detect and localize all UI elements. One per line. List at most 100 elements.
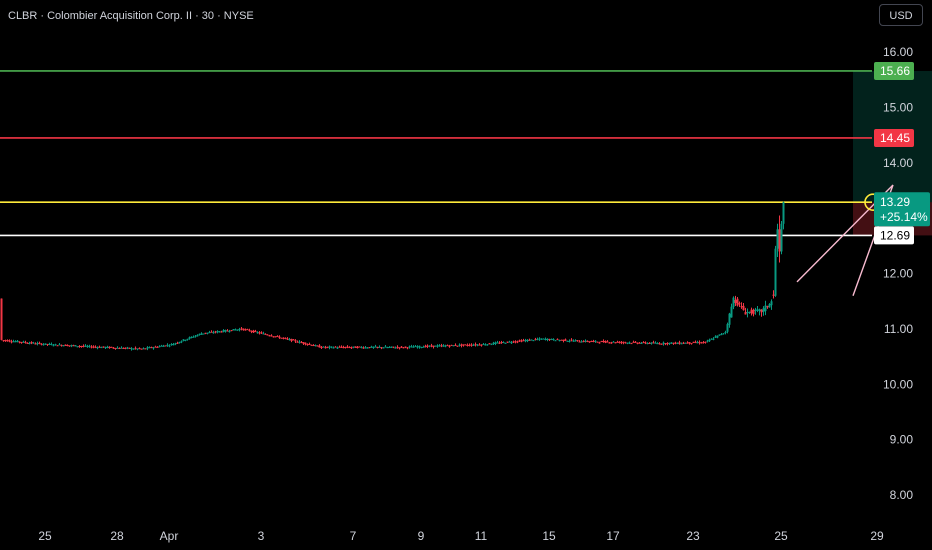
candle-body (694, 341, 697, 343)
candle (360, 346, 363, 349)
candle (238, 327, 241, 332)
candle-body (496, 342, 499, 344)
candle-body (572, 340, 575, 342)
candle-body (170, 344, 173, 346)
candle-body (760, 309, 763, 313)
candle (316, 345, 319, 347)
candle-body (40, 343, 43, 345)
candle-body (566, 340, 569, 342)
candle (258, 331, 261, 335)
candle (728, 312, 731, 328)
candle-body (644, 342, 647, 344)
candle-body (0, 298, 3, 340)
candle-body (108, 346, 111, 349)
candle-body (588, 341, 591, 343)
candle (484, 343, 487, 346)
candle-body (752, 310, 755, 315)
candle-body (714, 336, 717, 338)
candle-body (176, 342, 179, 344)
candle (346, 345, 349, 349)
candle-body (414, 346, 417, 348)
candle-body (386, 347, 389, 349)
candle (630, 342, 633, 345)
candle (210, 330, 213, 333)
candle-body (696, 342, 699, 344)
candle-body (676, 343, 679, 345)
x-tick-label: 3 (258, 529, 265, 543)
y-tick-label: 16.00 (883, 45, 913, 59)
candle-body (630, 343, 633, 345)
candle (620, 340, 623, 345)
candle-body (620, 342, 623, 344)
time-axis[interactable]: 2528Apr379111517232529Ma (38, 529, 932, 543)
candle (6, 339, 9, 342)
candle (542, 338, 545, 340)
candle-body (52, 345, 55, 347)
candle (454, 343, 457, 347)
candle (388, 346, 391, 348)
candle-body (160, 345, 163, 347)
candle-body (158, 346, 161, 348)
candle (570, 338, 573, 342)
candle (636, 342, 639, 345)
candle (176, 341, 179, 345)
last-price-label: 13.29 (880, 195, 910, 209)
candle (270, 334, 273, 337)
last-price-badge (874, 192, 930, 227)
candle-body (412, 346, 415, 348)
candle-body (354, 346, 357, 348)
candle (214, 330, 217, 334)
candle (340, 345, 343, 348)
candle (428, 345, 431, 348)
candle (482, 342, 485, 345)
candle (394, 346, 397, 349)
candle (732, 296, 735, 310)
candle-body (288, 339, 291, 341)
candle (276, 335, 279, 338)
candle-body (390, 346, 393, 348)
candle-body (242, 328, 245, 331)
candle-body (20, 342, 23, 344)
candle (82, 344, 85, 348)
candle-body (358, 346, 361, 348)
candle (332, 346, 335, 349)
candle-body (668, 342, 671, 344)
candle (308, 342, 311, 345)
candle (116, 346, 119, 349)
candle (52, 343, 55, 347)
candle (226, 329, 229, 332)
candle (188, 336, 191, 340)
candle (652, 340, 655, 344)
candle (464, 344, 467, 346)
candle-body (110, 346, 113, 348)
candle-body (326, 346, 329, 348)
candle (142, 347, 145, 350)
candle (444, 344, 447, 348)
candle-body (648, 342, 651, 344)
candle (474, 342, 477, 347)
candle-body (196, 334, 199, 337)
candle (362, 346, 365, 349)
candle-body (32, 342, 35, 344)
candle (538, 337, 541, 341)
candle-body (218, 331, 221, 333)
candle (724, 330, 727, 335)
candle (22, 340, 25, 343)
candle (352, 346, 355, 349)
candle-body (318, 345, 321, 348)
candle-body (306, 344, 309, 346)
candle (42, 343, 45, 346)
candle (366, 347, 369, 349)
candle-body (516, 341, 519, 343)
candle-body (136, 348, 139, 350)
candle-body (44, 343, 47, 345)
currency-button[interactable]: USD (879, 4, 923, 26)
candle (592, 339, 595, 343)
candle (168, 344, 171, 348)
candle-body (682, 342, 685, 344)
candle (112, 346, 115, 349)
candle (520, 339, 523, 343)
candle (46, 343, 49, 347)
candle-body (440, 345, 443, 347)
